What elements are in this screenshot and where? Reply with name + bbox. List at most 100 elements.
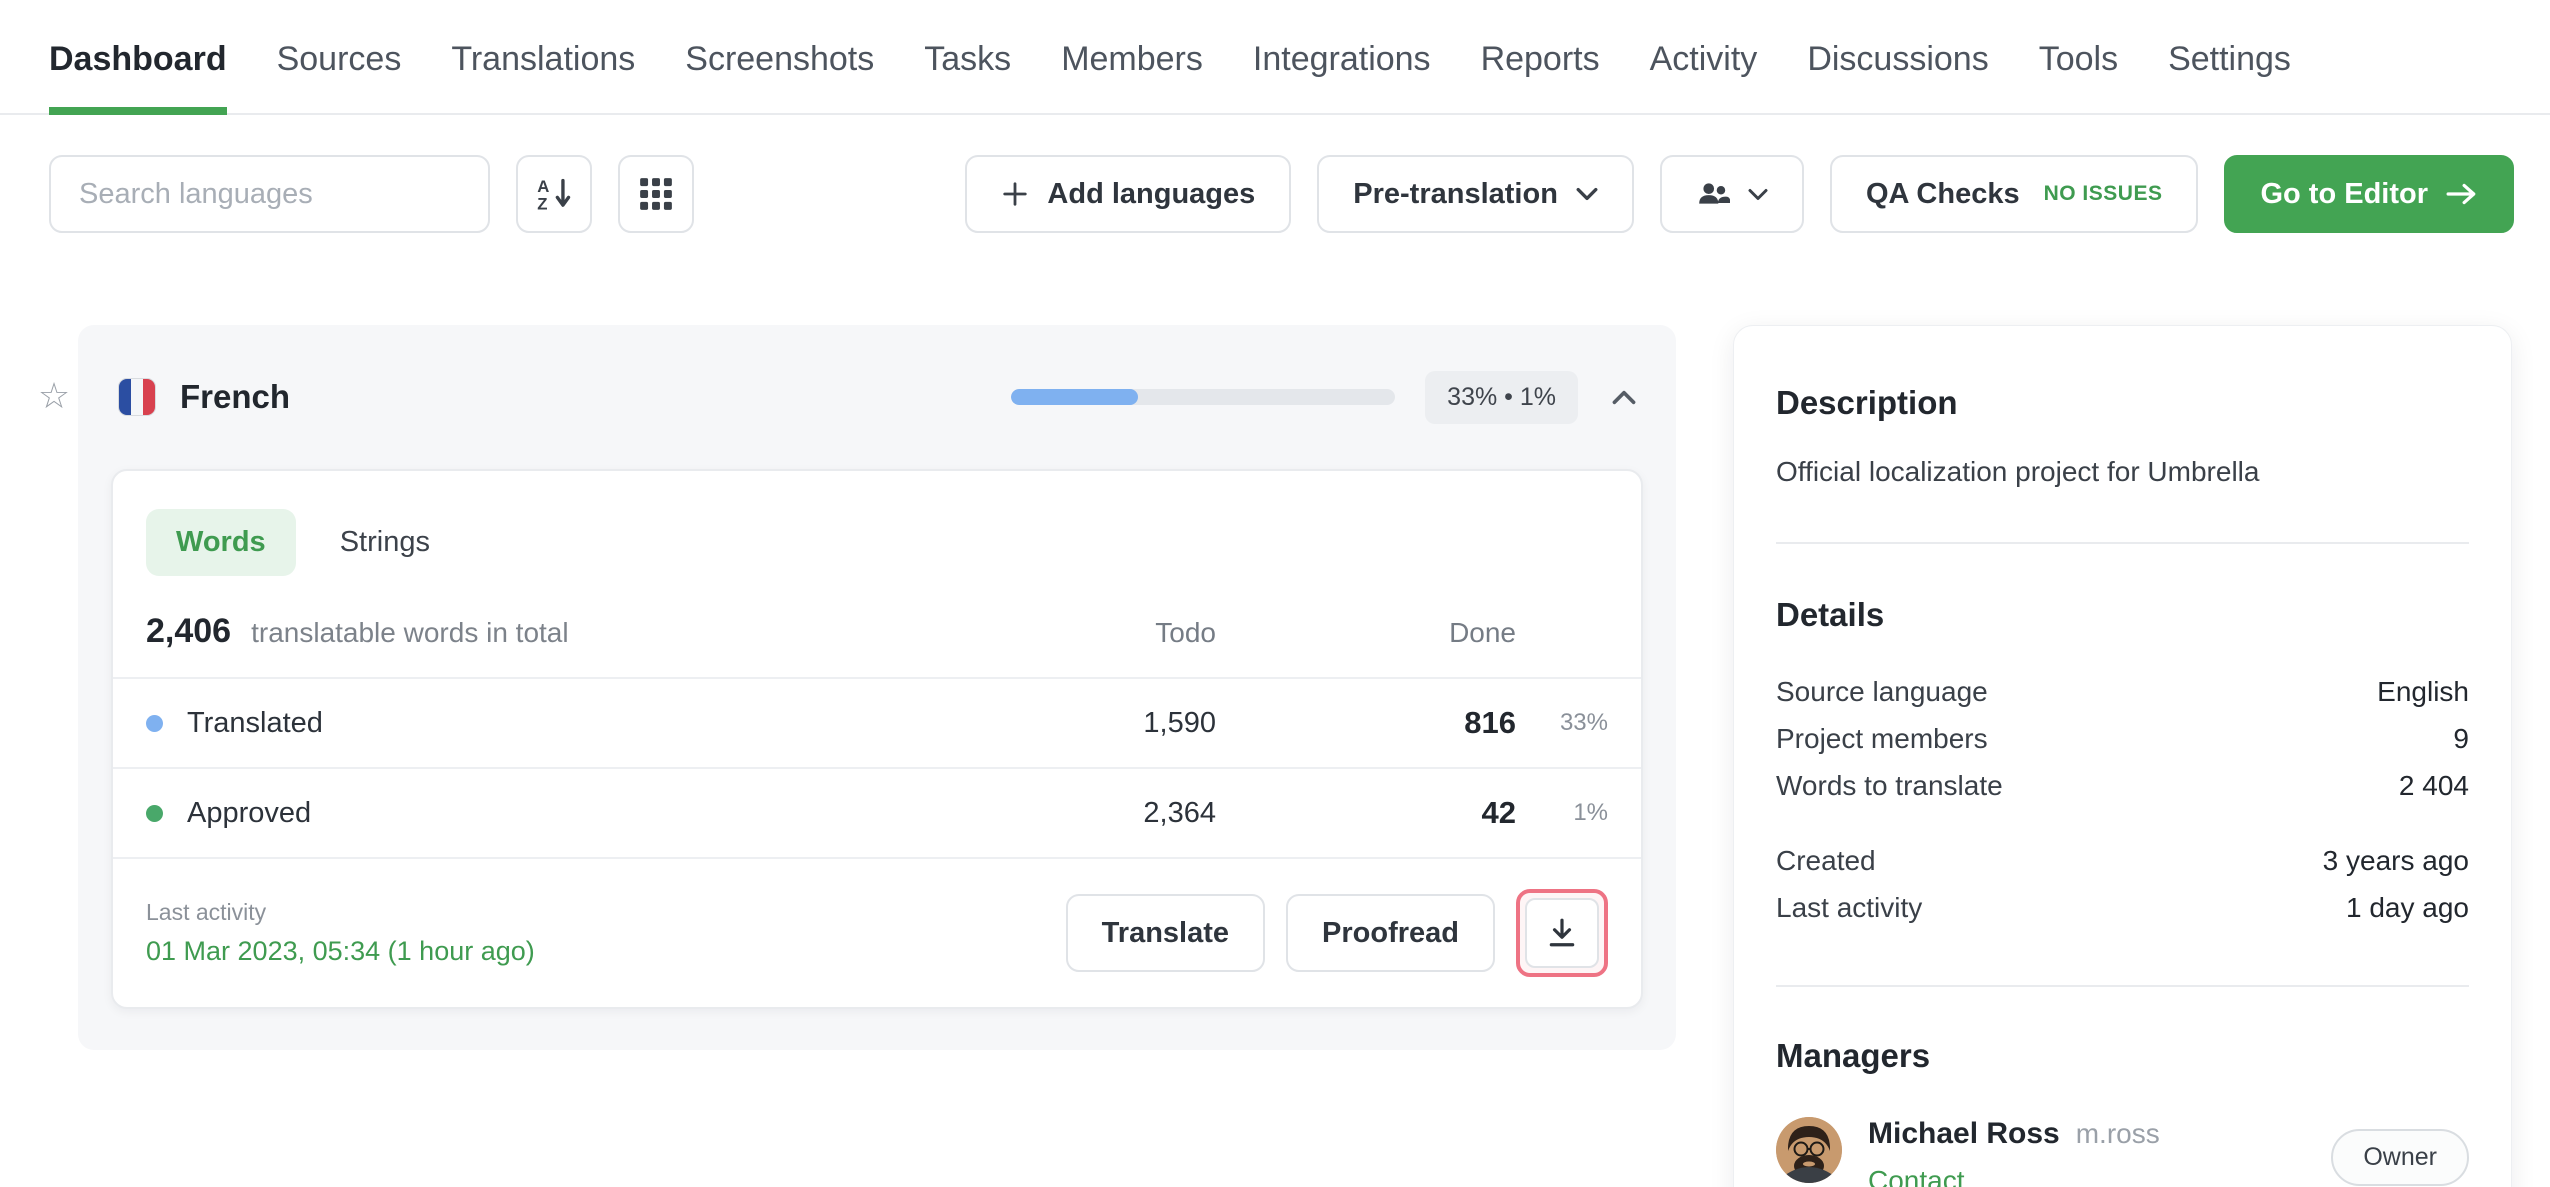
stat-label: Approved (187, 796, 312, 829)
action-buttons: Translate Proofread (1065, 889, 1608, 977)
add-languages-button[interactable]: Add languages (965, 155, 1292, 233)
detail-value: 1 day ago (2346, 892, 2469, 923)
stats-footer: Last activity 01 Mar 2023, 05:34 (1 hour… (113, 857, 1641, 1007)
details-group-dates: Created 3 years ago Last activity 1 day … (1776, 837, 2469, 931)
stat-done-value: 816 (1464, 705, 1516, 740)
plus-icon (1003, 182, 1028, 206)
column-header-todo: Todo (1155, 617, 1216, 648)
stat-done-pct: 1% (1573, 799, 1608, 826)
go-to-editor-button[interactable]: Go to Editor (2224, 155, 2514, 233)
svg-text:Z: Z (537, 195, 547, 213)
manager-username: m.ross (2075, 1118, 2160, 1149)
qa-checks-button[interactable]: QA Checks NO ISSUES (1829, 155, 2199, 233)
stat-done-value: 42 (1481, 795, 1516, 830)
pre-translation-label: Pre-translation (1353, 177, 1558, 210)
stat-done-pct: 33% (1559, 709, 1608, 736)
tab-integrations[interactable]: Integrations (1252, 40, 1431, 78)
grid-view-button[interactable] (618, 155, 694, 233)
chevron-down-icon (1576, 187, 1598, 201)
column-header-done: Done (1449, 617, 1516, 648)
tab-screenshots[interactable]: Screenshots (685, 40, 875, 78)
divider (1776, 985, 2469, 987)
managers-title: Managers (1776, 1037, 1931, 1074)
language-card-header[interactable]: French 33% • 1% (78, 325, 1676, 469)
approved-dot-icon (146, 804, 163, 822)
tab-settings[interactable]: Settings (2168, 40, 2291, 78)
pre-translation-dropdown[interactable]: Pre-translation (1317, 155, 1634, 233)
tab-sources[interactable]: Sources (276, 40, 402, 78)
search-languages-input[interactable] (49, 155, 490, 233)
detail-label: Project members (1776, 723, 1988, 754)
total-words-count: 2,406 (146, 612, 232, 650)
arrow-right-icon (2446, 183, 2476, 205)
tab-reports[interactable]: Reports (1480, 40, 1600, 78)
manager-contact-link[interactable]: Contact (1868, 1165, 1965, 1187)
french-flag-icon (118, 378, 156, 416)
tab-discussions[interactable]: Discussions (1807, 40, 1989, 78)
description-text: Official localization project for Umbrel… (1776, 456, 2260, 487)
download-highlight-ring (1516, 889, 1608, 977)
last-activity-block: Last activity 01 Mar 2023, 05:34 (1 hour… (146, 899, 535, 967)
sort-alphabetical-button[interactable]: A Z (516, 155, 592, 233)
go-to-editor-label: Go to Editor (2260, 177, 2428, 210)
detail-row-source-language: Source language English (1776, 668, 2469, 715)
detail-row-created: Created 3 years ago (1776, 837, 2469, 884)
detail-label: Source language (1776, 676, 1988, 707)
stats-header-row: 2,406 translatable words in total Todo D… (113, 576, 1641, 677)
qa-checks-label: QA Checks (1865, 177, 2020, 210)
tab-activity[interactable]: Activity (1649, 40, 1758, 78)
total-words-label: translatable words in total (251, 617, 569, 648)
avatar-image (1776, 1117, 1842, 1183)
chevron-up-icon (1612, 390, 1636, 404)
translate-button[interactable]: Translate (1065, 894, 1266, 972)
collapse-card-button[interactable] (1612, 390, 1636, 405)
stats-unit-tabs: Words Strings (113, 471, 1641, 576)
favorite-star-icon[interactable]: ☆ (37, 375, 71, 416)
tab-members[interactable]: Members (1061, 40, 1203, 78)
detail-label: Last activity (1776, 892, 1923, 923)
download-icon (1549, 918, 1575, 947)
last-activity-label: Last activity (146, 899, 267, 925)
detail-value: 9 (2453, 723, 2469, 754)
detail-label: Created (1776, 845, 1876, 876)
tab-tasks[interactable]: Tasks (924, 40, 1012, 78)
last-activity-link[interactable]: 01 Mar 2023, 05:34 (1 hour ago) (146, 936, 535, 966)
details-section: Details Source language English Project … (1776, 596, 2469, 931)
details-title: Details (1776, 596, 1885, 633)
toolbar: A Z Add languages Pre-translation (0, 115, 2550, 233)
qa-checks-status-badge: NO ISSUES (2043, 182, 2163, 205)
divider (1776, 542, 2469, 544)
stat-row-approved: Approved 2,364 42 1% (113, 767, 1641, 857)
detail-label: Words to translate (1776, 770, 2003, 801)
managers-section: Managers (1776, 1037, 2469, 1187)
svg-text:A: A (537, 177, 549, 196)
stat-todo-value: 2,364 (1143, 796, 1216, 829)
translation-progress-bar (1011, 389, 1396, 405)
tab-strings[interactable]: Strings (339, 526, 430, 558)
detail-row-last-activity: Last activity 1 day ago (1776, 884, 2469, 931)
manager-role-badge: Owner (2331, 1128, 2469, 1186)
manager-row: Michael Ross m.ross Contact Owner (1776, 1117, 2469, 1187)
progress-percentage-badge: 33% • 1% (1425, 370, 1578, 424)
manager-avatar (1776, 1117, 1842, 1183)
detail-row-words-to-translate: Words to translate 2 404 (1776, 762, 2469, 809)
top-nav: Dashboard Sources Translations Screensho… (0, 0, 2550, 115)
download-button[interactable] (1525, 898, 1599, 968)
tab-translations[interactable]: Translations (451, 40, 636, 78)
sort-alphabetical-icon: A Z (537, 177, 571, 213)
tab-words[interactable]: Words (146, 509, 296, 576)
manager-name: Michael Ross (1868, 1117, 2060, 1150)
language-name: French (180, 378, 291, 415)
description-title: Description (1776, 384, 1958, 421)
chevron-down-icon (1748, 188, 1768, 200)
tab-tools[interactable]: Tools (2038, 40, 2119, 78)
stat-todo-value: 1,590 (1143, 706, 1216, 739)
machine-translation-dropdown[interactable] (1659, 155, 1804, 233)
detail-value: English (2377, 676, 2469, 707)
language-card-french: French 33% • 1% Words Strings 2 (78, 325, 1676, 1050)
tab-dashboard[interactable]: Dashboard (49, 0, 227, 115)
translation-progress-fill (1011, 389, 1138, 405)
manager-info: Michael Ross m.ross Contact (1868, 1117, 2160, 1187)
proofread-button[interactable]: Proofread (1286, 894, 1495, 972)
